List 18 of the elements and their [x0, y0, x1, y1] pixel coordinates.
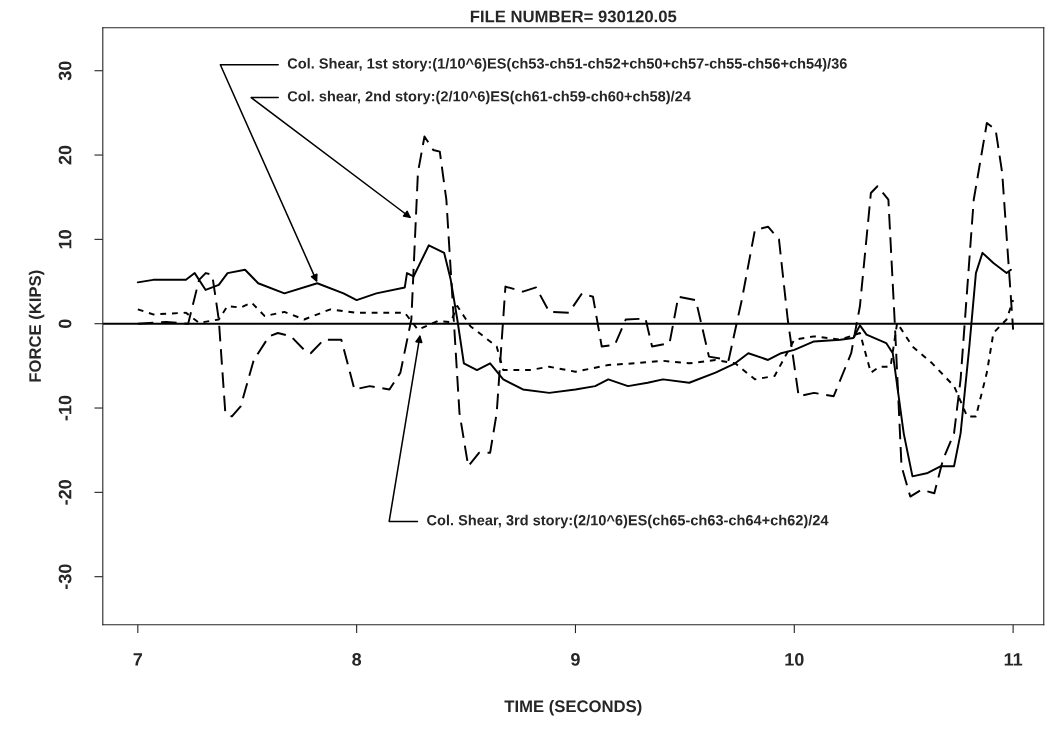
x-tick-label: 9: [571, 653, 580, 666]
y-tick-label: 0: [58, 319, 72, 328]
annotation: Col. Shear, 3rd story:(2/10^6)ES(ch65-ch63-ch64+ch62)/24: [427, 514, 829, 529]
y-tick-label: 20: [58, 145, 72, 165]
x-axis-title: TIME (SECONDS): [504, 699, 642, 716]
chart-title: FILE NUMBER= 930120.05: [470, 10, 677, 23]
y-tick-label: -20: [58, 480, 72, 505]
y-tick-label: 30: [58, 61, 72, 81]
y-tick-label: -10: [58, 395, 72, 421]
x-tick-label: 8: [352, 653, 362, 666]
annotation: Col. shear, 2nd story:(2/10^6)ES(ch61-ch59-ch60+ch58)/24: [287, 90, 691, 105]
y-tick-label: 10: [58, 230, 72, 249]
x-tick-label: 7: [133, 653, 143, 666]
x-tick-label: 10: [785, 653, 804, 666]
annotation: Col. Shear, 1st story:(1/10^6)ES(ch53-ch51-ch52+ch50+ch57-ch55-ch56+ch54)/36: [287, 57, 847, 72]
y-axis-title: FORCE (KIPS): [28, 270, 45, 382]
y-tick-label: -30: [58, 564, 72, 590]
x-tick-label: 11: [1004, 653, 1023, 666]
